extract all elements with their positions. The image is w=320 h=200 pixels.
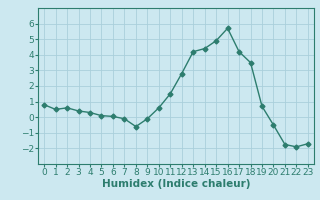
X-axis label: Humidex (Indice chaleur): Humidex (Indice chaleur) (102, 179, 250, 189)
